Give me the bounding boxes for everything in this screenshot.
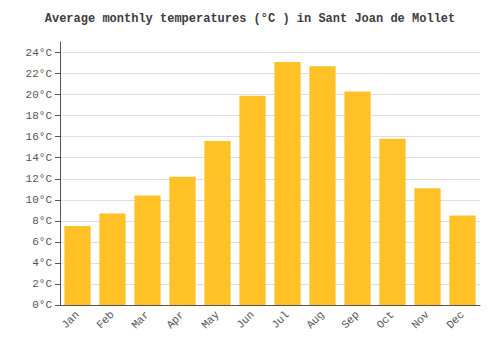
svg-text:20°C: 20°C bbox=[26, 89, 53, 101]
svg-text:Dec: Dec bbox=[444, 309, 466, 331]
svg-text:24°C: 24°C bbox=[26, 47, 53, 59]
svg-text:Apr: Apr bbox=[164, 309, 186, 331]
svg-text:4°C: 4°C bbox=[32, 257, 52, 269]
svg-text:16°C: 16°C bbox=[26, 131, 53, 143]
svg-text:14°C: 14°C bbox=[26, 152, 53, 164]
svg-text:May: May bbox=[199, 308, 222, 331]
svg-text:Aug: Aug bbox=[304, 309, 326, 331]
svg-text:Oct: Oct bbox=[374, 309, 396, 331]
svg-text:8°C: 8°C bbox=[32, 215, 52, 227]
svg-text:Mar: Mar bbox=[129, 309, 151, 331]
svg-text:Nov: Nov bbox=[409, 308, 432, 331]
svg-text:22°C: 22°C bbox=[26, 68, 53, 80]
svg-text:6°C: 6°C bbox=[32, 236, 52, 248]
svg-text:10°C: 10°C bbox=[26, 194, 53, 206]
svg-text:Jul: Jul bbox=[269, 309, 291, 331]
svg-text:Jun: Jun bbox=[234, 309, 256, 331]
svg-text:Jan: Jan bbox=[59, 309, 81, 331]
svg-text:Average monthly temperatures (: Average monthly temperatures (°C ) in Sa… bbox=[45, 12, 455, 26]
svg-text:12°C: 12°C bbox=[26, 173, 53, 185]
svg-text:18°C: 18°C bbox=[26, 110, 53, 122]
svg-text:Feb: Feb bbox=[94, 309, 116, 331]
svg-text:Sep: Sep bbox=[339, 309, 361, 331]
svg-text:2°C: 2°C bbox=[32, 278, 52, 290]
svg-text:0°C: 0°C bbox=[32, 299, 52, 311]
